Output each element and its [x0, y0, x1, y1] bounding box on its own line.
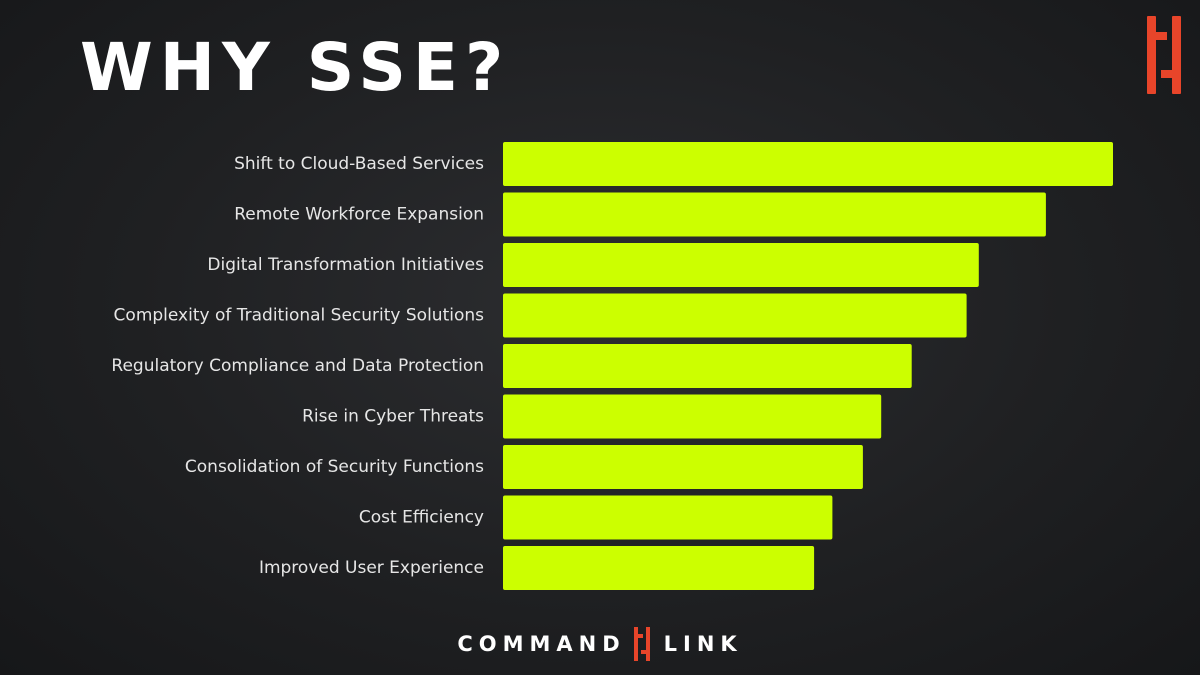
bar-5	[503, 394, 882, 439]
category-label-5: Rise in Cyber Threats	[302, 407, 484, 427]
category-label-7: Cost Efficiency	[359, 508, 484, 528]
logo-bottom-crossbar	[1161, 70, 1181, 78]
category-label-4: Regulatory Compliance and Data Protectio…	[111, 356, 484, 376]
footer-logo: COMMAND LINK	[0, 624, 1200, 664]
category-label-3: Complexity of Traditional Security Solut…	[114, 306, 485, 326]
bar-7	[503, 495, 833, 540]
bar-8	[503, 546, 815, 590]
logo-top-crossbar	[1147, 32, 1167, 40]
category-label-0: Shift to Cloud-Based Services	[234, 154, 484, 174]
bar-chart: Shift to Cloud-Based Services Remote Work…	[111, 142, 1113, 590]
bar-2	[503, 243, 979, 287]
bar-0	[503, 142, 1113, 186]
commandlink-bracket-icon	[633, 627, 650, 661]
bar-6	[503, 445, 863, 489]
brand-word-command: COMMAND	[457, 632, 626, 656]
bar-1	[503, 192, 1046, 237]
bar-4	[503, 344, 912, 388]
category-label-8: Improved User Experience	[259, 558, 484, 578]
category-label-1: Remote Workforce Expansion	[234, 205, 484, 225]
brand-word-link: LINK	[663, 632, 743, 656]
category-label-2: Digital Transformation Initiatives	[207, 255, 484, 275]
commandlink-logo-icon	[1147, 16, 1181, 94]
category-label-6: Consolidation of Security Functions	[185, 457, 484, 477]
bar-3	[503, 293, 967, 338]
page-title: WHY SSE?	[80, 29, 511, 106]
